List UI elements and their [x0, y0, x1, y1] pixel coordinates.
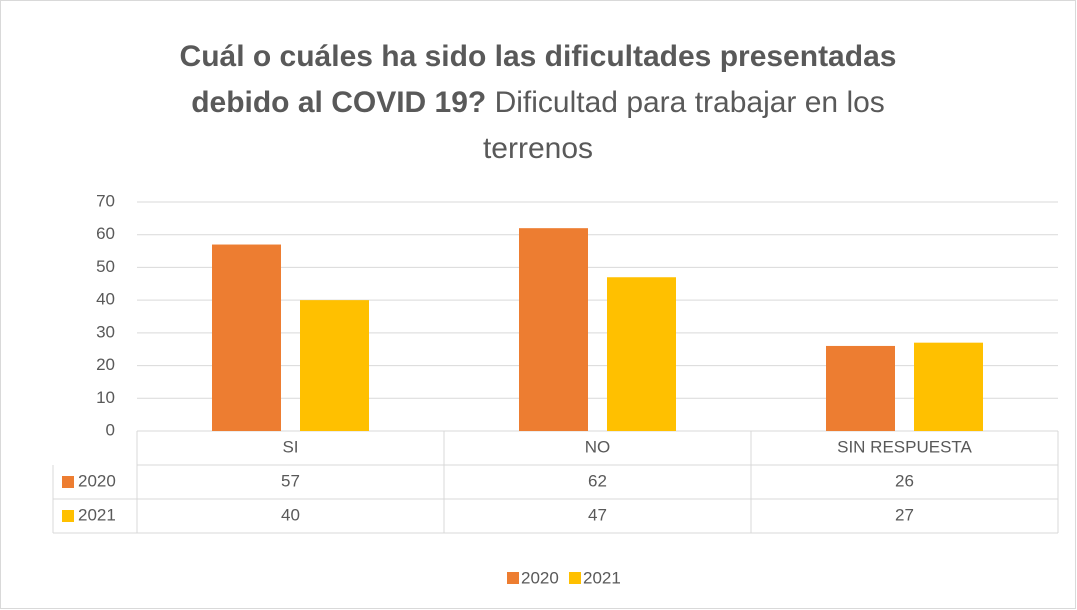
x-tick-label: NO	[585, 437, 611, 456]
x-tick-label: SI	[282, 437, 298, 456]
y-tick-label: 0	[106, 420, 115, 439]
table-series-label: 2020	[78, 471, 116, 490]
legend-swatch	[62, 476, 74, 488]
y-tick-label: 50	[96, 257, 115, 276]
bar	[607, 277, 676, 431]
y-tick-label: 10	[96, 388, 115, 407]
legend-label: 2020	[521, 568, 559, 587]
table-value: 47	[588, 505, 607, 524]
legend-swatch	[507, 572, 519, 584]
table-value: 62	[588, 471, 607, 490]
x-tick-label: SIN RESPUESTA	[837, 437, 972, 456]
legend-swatch	[569, 572, 581, 584]
y-tick-label: 70	[96, 191, 115, 210]
table-series-label: 2021	[78, 505, 116, 524]
y-tick-label: 40	[96, 290, 115, 309]
y-tick-label: 60	[96, 224, 115, 243]
bar	[519, 228, 588, 431]
bar	[826, 345, 895, 431]
table-value: 27	[895, 505, 914, 524]
chart-title: Cuál o cuáles ha sido las dificultades p…	[179, 40, 897, 119]
table-value: 40	[281, 505, 300, 524]
bar	[914, 342, 983, 431]
legend-label: 2021	[583, 568, 621, 587]
table-value: 26	[895, 471, 914, 490]
chart-subtitle: Dificultad para trabajar en los terrenos	[482, 86, 885, 165]
chart-title-block: Cuál o cuáles ha sido las dificultades p…	[138, 34, 938, 172]
y-tick-label: 30	[96, 322, 115, 341]
bar	[212, 244, 281, 431]
table-value: 57	[281, 471, 300, 490]
bar	[300, 300, 369, 431]
legend-swatch	[62, 510, 74, 522]
y-tick-label: 20	[96, 355, 115, 374]
